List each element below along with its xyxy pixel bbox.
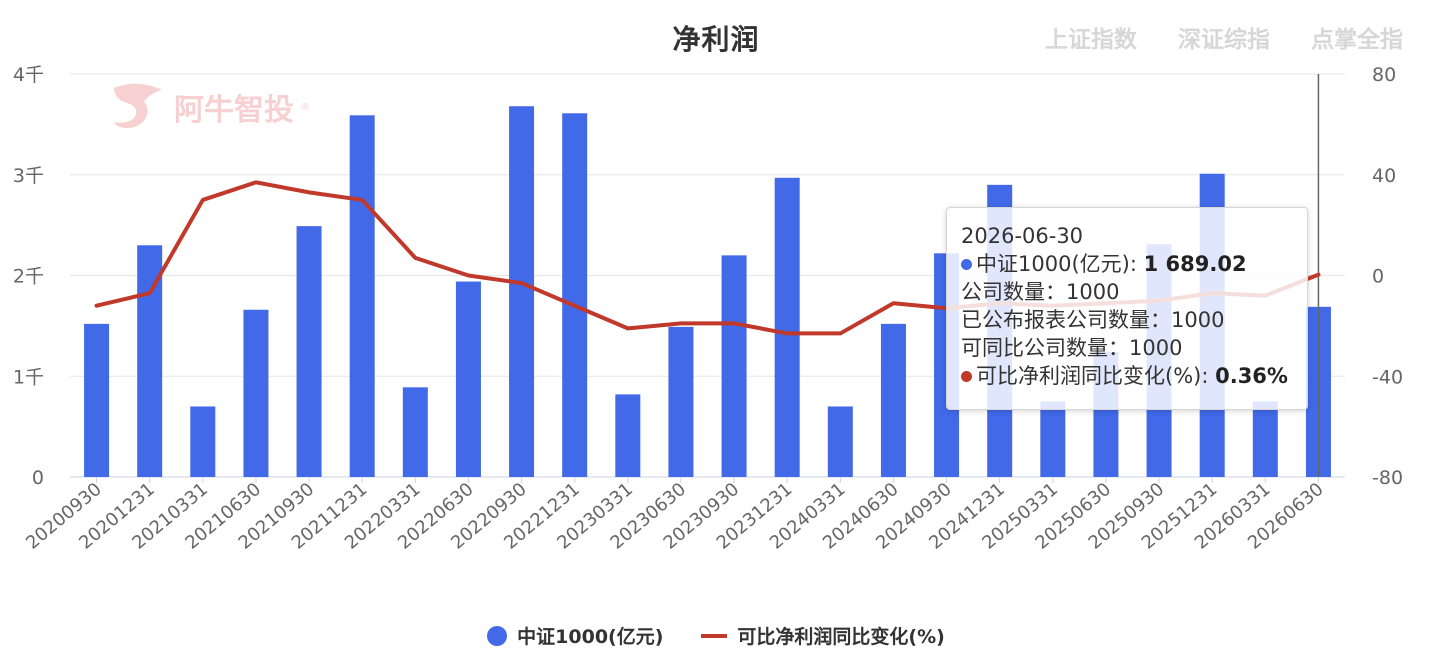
bar <box>721 255 747 477</box>
watermark-logo: 阿牛智投 ® <box>108 80 310 134</box>
legend-bar-dot-icon <box>487 625 508 646</box>
bar <box>243 309 269 477</box>
line-point <box>838 331 842 335</box>
registered-mark: ® <box>300 101 310 113</box>
watermark-text: 阿牛智投 <box>174 93 294 128</box>
chart-legend: 中证1000(亿元) 可比净利润同比变化(%) <box>0 622 1432 649</box>
tooltip-series2-label: 可比净利润同比变化(%): <box>976 364 1209 388</box>
y-right-tick-label: 80 <box>1372 64 1396 86</box>
tooltip-series1-label: 中证1000(亿元): <box>976 252 1137 276</box>
legend-item-line[interactable]: 可比净利润同比变化(%) <box>701 622 945 649</box>
line-point <box>520 281 524 285</box>
line-point <box>732 321 736 325</box>
bar <box>84 323 110 477</box>
bull-logo-icon <box>114 83 162 129</box>
tooltip-comparable-count: 可同比公司数量：1000 <box>961 336 1183 360</box>
line-point <box>626 326 630 330</box>
y-right-tick-label: -80 <box>1372 467 1403 489</box>
tooltip-company-count: 公司数量：1000 <box>961 280 1120 304</box>
bar-series-dot-icon <box>961 258 972 270</box>
y-left-tick-label: 3千 <box>13 165 44 187</box>
bar <box>1040 401 1066 477</box>
chart-title: 净利润 <box>672 23 760 56</box>
line-point <box>466 274 470 277</box>
tab-shanghai-index[interactable]: 上证指数 <box>1045 27 1137 53</box>
legend-bar-label: 中证1000(亿元) <box>517 626 664 648</box>
y-left-tick-label: 0 <box>32 467 44 489</box>
tooltip-series1-value: 1 689.02 <box>1143 252 1247 276</box>
tooltip-series1-row: 中证1000(亿元): 1 689.02 <box>961 250 1307 278</box>
bar <box>615 394 641 477</box>
bar <box>880 323 906 477</box>
y-right-tick-label: 40 <box>1372 165 1396 187</box>
line-point <box>1316 273 1320 277</box>
bar <box>509 106 535 478</box>
legend-item-bar[interactable]: 中证1000(亿元) <box>487 622 663 649</box>
y-right-tick-label: -40 <box>1372 366 1403 388</box>
tooltip-published-count: 已公布报表公司数量：1000 <box>961 308 1225 332</box>
tab-all-index[interactable]: 点掌全指 <box>1311 27 1403 53</box>
bar <box>774 177 800 477</box>
line-point <box>254 180 258 184</box>
bar <box>349 115 375 478</box>
bar <box>137 245 163 477</box>
y-left-tick-label: 4千 <box>13 64 44 86</box>
line-series-dot-icon <box>961 370 972 382</box>
bar <box>827 406 853 477</box>
bar <box>455 281 481 477</box>
y-right-tick-label: 0 <box>1372 266 1384 288</box>
tab-shenzhen-composite[interactable]: 深证综指 <box>1178 27 1270 53</box>
tooltip-series2-value: 0.36% <box>1215 364 1288 388</box>
legend-line-swatch-icon <box>701 633 728 638</box>
line-point <box>785 331 789 335</box>
bar <box>190 406 216 477</box>
bar <box>668 326 694 477</box>
bar <box>296 226 322 477</box>
line-point <box>307 190 311 194</box>
line-point <box>201 198 205 202</box>
line-point <box>679 321 683 325</box>
bar <box>402 387 428 477</box>
y-left-tick-label: 2千 <box>13 266 44 288</box>
line-point <box>573 304 577 308</box>
bar <box>1252 401 1278 477</box>
y-left-tick-label: 1千 <box>13 366 44 388</box>
line-point <box>95 304 99 308</box>
line-point <box>891 301 895 305</box>
tooltip-date: 2026-06-30 <box>961 224 1084 248</box>
legend-line-label: 可比净利润同比变化(%) <box>737 626 945 648</box>
line-point <box>148 291 152 295</box>
tooltip-series2-row: 可比净利润同比变化(%): 0.36% <box>961 362 1307 390</box>
chart-tooltip: 2026-06-30 中证1000(亿元): 1 689.02 公司数量：100… <box>946 207 1308 410</box>
bar <box>562 113 588 477</box>
line-point <box>413 256 417 260</box>
line-point <box>360 198 364 202</box>
